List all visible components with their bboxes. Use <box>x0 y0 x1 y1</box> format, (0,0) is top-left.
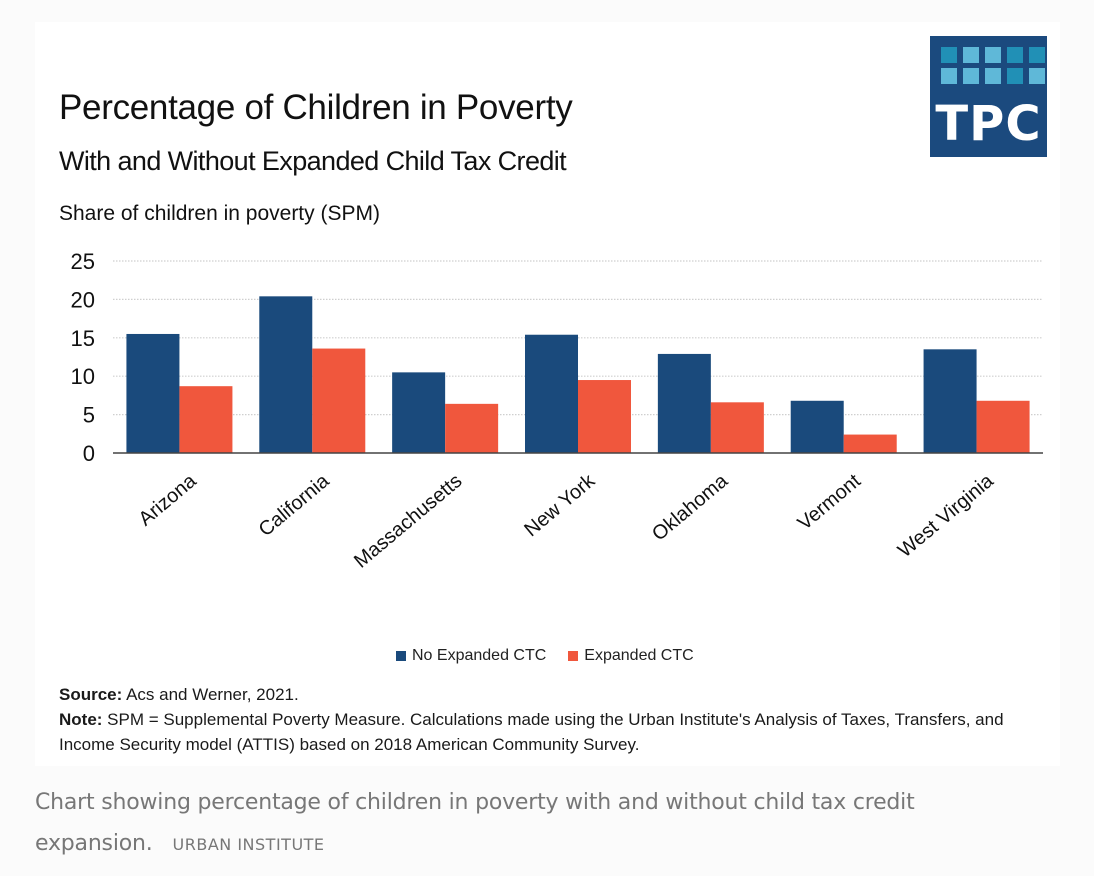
tpc-logo: TPC <box>930 36 1047 157</box>
source-text: Acs and Werner, 2021. <box>122 685 299 704</box>
note-line: Note: SPM = Supplemental Poverty Measure… <box>59 707 1060 757</box>
chart-notes: Source: Acs and Werner, 2021. Note: SPM … <box>59 682 1060 757</box>
source-line: Source: Acs and Werner, 2021. <box>59 682 1060 707</box>
logo-text: TPC <box>935 96 1042 152</box>
caption-text: Chart showing percentage of children in … <box>35 790 915 856</box>
y-tick-label: 15 <box>71 326 95 351</box>
bar-expanded-california <box>312 348 366 453</box>
bar-expanded-massachusetts <box>445 403 499 453</box>
logo-tiles-icon <box>941 47 1045 84</box>
legend-item-expanded: Expanded CTC <box>568 647 694 665</box>
note-label: Note: <box>59 710 103 729</box>
x-tick-label: Vermont <box>794 470 866 535</box>
bar-chart: 0 5 10 15 20 25 Arizona California Massachusett… <box>71 249 1043 573</box>
y-tick-label: 20 <box>71 287 95 312</box>
chart-title: Percentage of Children in Poverty <box>59 88 573 127</box>
caption-credit: URBAN INSTITUTE <box>172 835 325 854</box>
x-tick-label: California <box>255 469 335 541</box>
source-label: Source: <box>59 685 123 704</box>
legend-item-no-expanded: No Expanded CTC <box>396 647 546 665</box>
bar-expanded-vermont <box>843 434 897 453</box>
y-tick-label: 5 <box>83 403 95 428</box>
legend-label: Expanded CTC <box>584 647 694 664</box>
y-axis-title: Share of children in poverty (SPM) <box>59 202 380 225</box>
bar-no-expanded-massachusetts <box>392 372 446 453</box>
chart-figure: Percentage of Children in Poverty With a… <box>35 22 1060 766</box>
x-tick-labels: Arizona California Massachusetts New York Ok… <box>135 469 999 572</box>
y-tick-label: 10 <box>71 364 95 389</box>
bar-no-expanded-arizona <box>126 333 180 453</box>
x-tick-label: Massachusetts <box>350 470 466 573</box>
chart-subtitle: With and Without Expanded Child Tax Cred… <box>59 146 567 176</box>
x-tick-label: New York <box>520 469 600 541</box>
bar-expanded-west-virginia <box>976 400 1030 453</box>
x-tick-label: Oklahoma <box>648 469 733 545</box>
legend-swatch <box>568 651 579 661</box>
bar-no-expanded-vermont <box>790 400 844 453</box>
y-tick-label: 25 <box>71 249 95 274</box>
image-caption: Chart showing percentage of children in … <box>35 782 1035 865</box>
y-tick-labels: 0 5 10 15 20 25 <box>71 249 95 466</box>
bar-expanded-new-york <box>578 380 631 453</box>
x-tick-label: West Virginia <box>894 469 999 562</box>
x-tick-label: Arizona <box>135 469 202 530</box>
legend-swatch <box>396 651 406 661</box>
bar-no-expanded-west-virginia <box>923 349 977 453</box>
bar-expanded-oklahoma <box>710 402 764 453</box>
legend: No Expanded CTC Expanded CTC <box>396 647 694 665</box>
bars <box>126 296 1030 453</box>
note-text: SPM = Supplemental Poverty Measure. Calc… <box>59 710 1004 754</box>
bar-expanded-arizona <box>179 386 233 453</box>
bar-no-expanded-california <box>259 296 313 453</box>
legend-label: No Expanded CTC <box>412 647 547 664</box>
bar-no-expanded-new-york <box>525 334 578 453</box>
y-tick-label: 0 <box>83 441 95 466</box>
bar-no-expanded-oklahoma <box>657 353 711 453</box>
